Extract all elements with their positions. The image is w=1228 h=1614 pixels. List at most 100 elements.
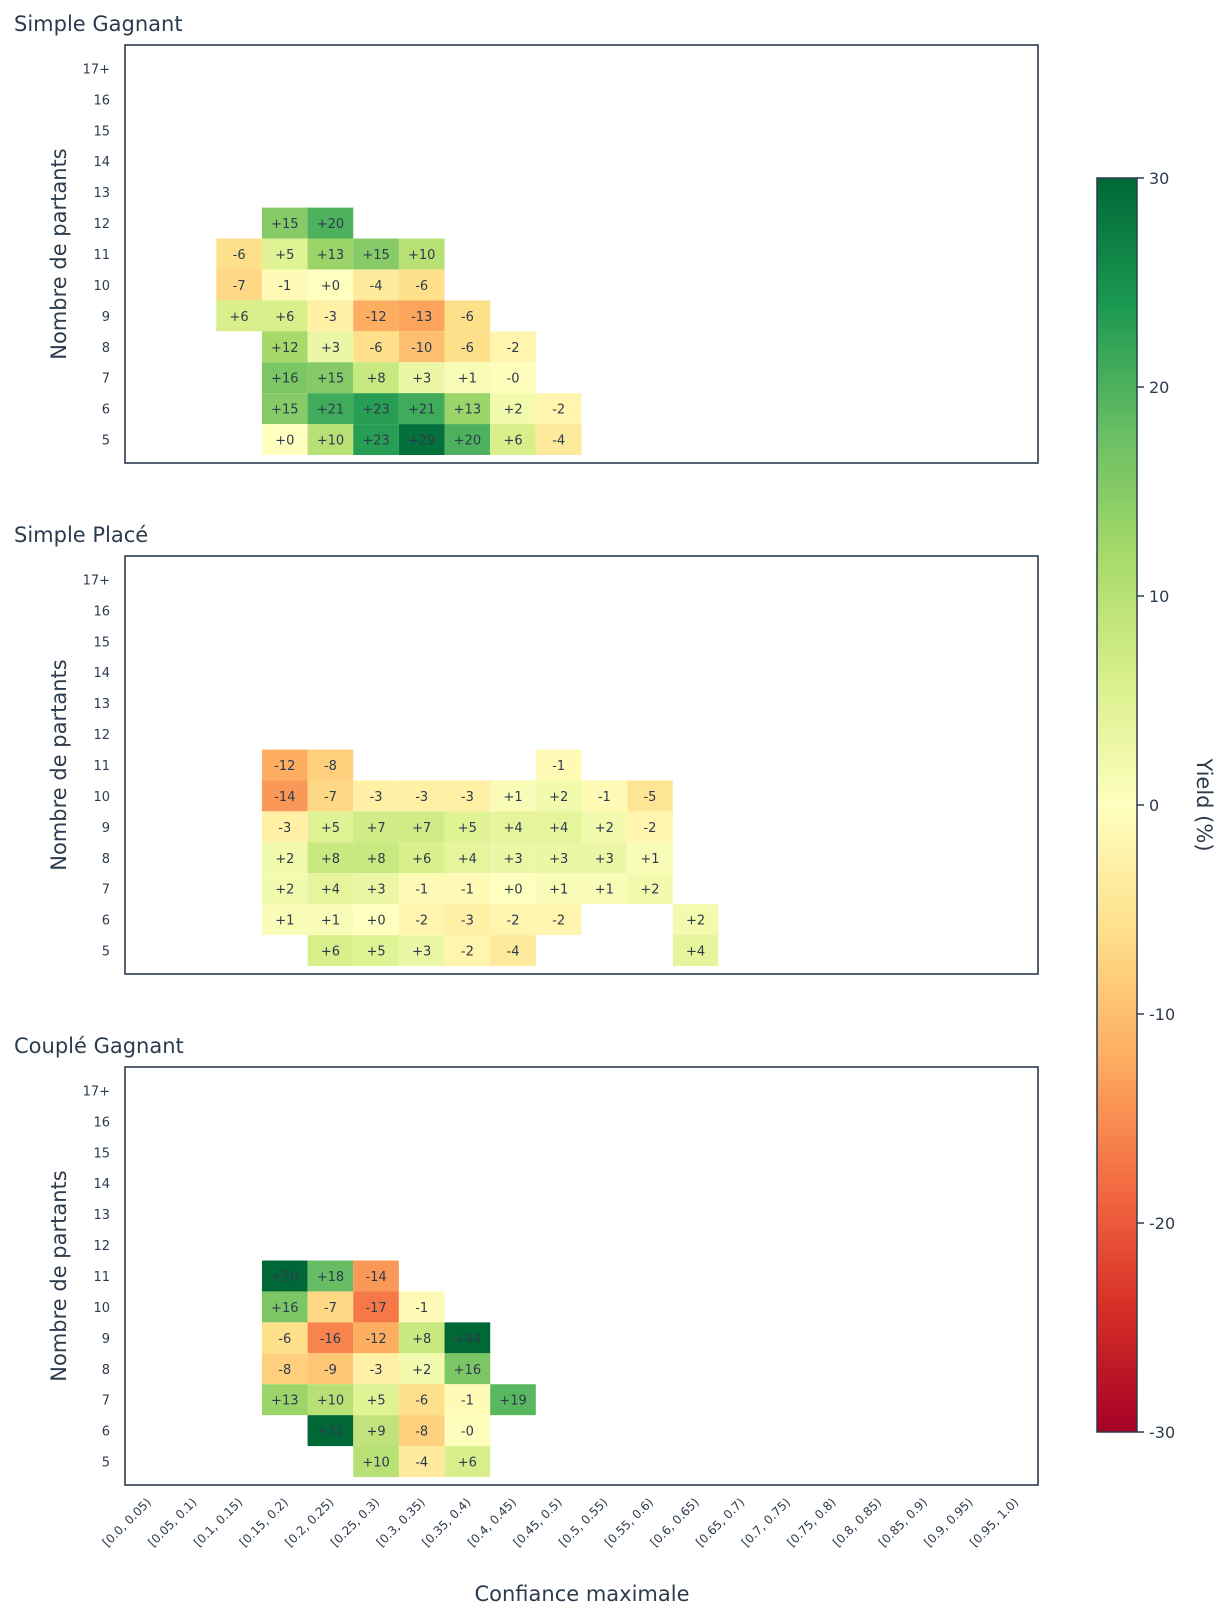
heatmap-cell [490,904,536,936]
cell-value-label: -17 [365,1301,386,1316]
cell-value-label: +5 [458,821,477,836]
cell-value-label: +1 [595,883,614,898]
panel-2: Simple Placé Nombre de partants -12 -8 -1 -14… [14,523,1039,975]
y-tick-label: 6 [102,914,110,929]
cell-value-label: +3 [366,883,385,898]
cell-value-label: +16 [271,1301,298,1316]
y-tick-label: 12 [93,217,110,232]
cell-value-label: +0 [321,279,340,294]
y-tick-label: 15 [93,1146,110,1161]
heatmap-cell [672,904,719,936]
heatmap-cell [353,1415,399,1447]
heatmap-cell [353,300,399,332]
cell-value-label: -12 [274,759,295,774]
cell-value-label: +18 [317,1270,344,1285]
cell-value-label: -6 [278,1332,291,1347]
heatmap-cell [444,842,491,874]
cell-value-label: +20 [454,434,481,449]
colorbar-tick-label: -30 [1149,1423,1175,1442]
heatmap-cell [261,1353,308,1385]
cell-value-label: +5 [321,821,340,836]
cell-value-label: -16 [320,1332,341,1347]
cell-value-label: +12 [271,341,298,356]
cell-value-label: +6 [458,1456,477,1471]
heatmap-cell [398,1322,445,1354]
cell-value-label: +4 [549,821,568,836]
cell-value-label: -4 [552,434,565,449]
heatmap-cell [307,780,354,812]
heatmap-cell [398,269,445,301]
heatmap-cell [398,300,445,332]
heatmap-cell [307,393,354,425]
cell-value-label: +10 [317,434,344,449]
heatmap-cell [261,749,308,781]
cell-value-label: -2 [643,821,656,836]
cell-value-label: +2 [275,883,294,898]
heatmap-cell [444,1384,491,1416]
colorbar: Yield (%) 30 20 10 0 -10 -20 -30 [1096,169,1216,1442]
plot-frame [124,44,1039,464]
heatmap-cell [307,362,354,394]
cell-value-label: +8 [366,852,385,867]
y-tick-label: 15 [93,635,110,650]
y-tick-label: 8 [102,1363,110,1378]
heatmap-cell [307,1291,354,1323]
heatmap-cell [307,1353,354,1385]
heatmap-cell [353,238,399,270]
cell-value-label: +8 [321,852,340,867]
cell-value-label: -3 [370,790,383,805]
cell-value-label: -0 [461,1425,474,1440]
heatmap-cell [307,842,354,874]
heatmap-cell [444,873,491,905]
cell-value-label: +15 [271,403,298,418]
heatmap-cell [307,269,354,301]
cell-value-label: +1 [275,914,294,929]
heatmap-cell [627,873,673,905]
cell-value-label: +6 [503,434,522,449]
heatmap-cell [307,904,354,936]
cell-value-label: +3 [503,852,522,867]
heatmap-cell [490,842,536,874]
heatmap-cell [535,393,582,425]
heatmap-cell [261,1384,308,1416]
y-tick-label: 14 [93,155,110,170]
cell-value-label: +21 [408,403,435,418]
y-tick-label: 17+ [83,573,110,588]
heatmap-cell [353,1322,399,1354]
cell-value-label: -9 [324,1363,337,1378]
heatmap-cell [307,749,354,781]
cell-value-label: +2 [640,883,659,898]
heatmap-cell [353,269,399,301]
cell-value-label: -7 [233,279,246,294]
cell-value-label: -3 [461,914,474,929]
heatmap-cell [490,331,536,363]
heatmap-cell [307,1384,354,1416]
heatmap-cell [261,904,308,936]
heatmap-cell [307,300,354,332]
heatmap-cell [261,362,308,394]
cell-value-label: -2 [507,341,520,356]
heatmap-cell [490,424,536,455]
panel-3: Couplé Gagnant Nombre de partants +50 +18 -1… [14,1034,1039,1486]
y-tick-label: 5 [102,434,110,449]
y-tick-label: 8 [102,852,110,867]
heatmap-cell [261,269,308,301]
cell-value-label: -6 [233,248,246,263]
cell-value-label: +15 [362,248,389,263]
cell-value-label: +2 [549,790,568,805]
heatmap-cell [353,1260,399,1292]
cell-value-label: +4 [458,852,477,867]
heatmap-cell [307,811,354,843]
heatmap-cell [261,811,308,843]
cell-value-label: -2 [552,403,565,418]
cell-value-label: -7 [324,790,337,805]
cell-value-label: +3 [412,945,431,960]
cell-value-label: +3 [595,852,614,867]
cell-value-label: +21 [317,403,344,418]
cell-value-label: -14 [274,790,295,805]
cell-value-label: +29 [408,434,435,449]
cell-value-label: +2 [503,403,522,418]
colorbar-tick-label: -10 [1149,1005,1175,1024]
y-tick-label: 11 [93,759,110,774]
cell-value-label: -1 [278,279,291,294]
